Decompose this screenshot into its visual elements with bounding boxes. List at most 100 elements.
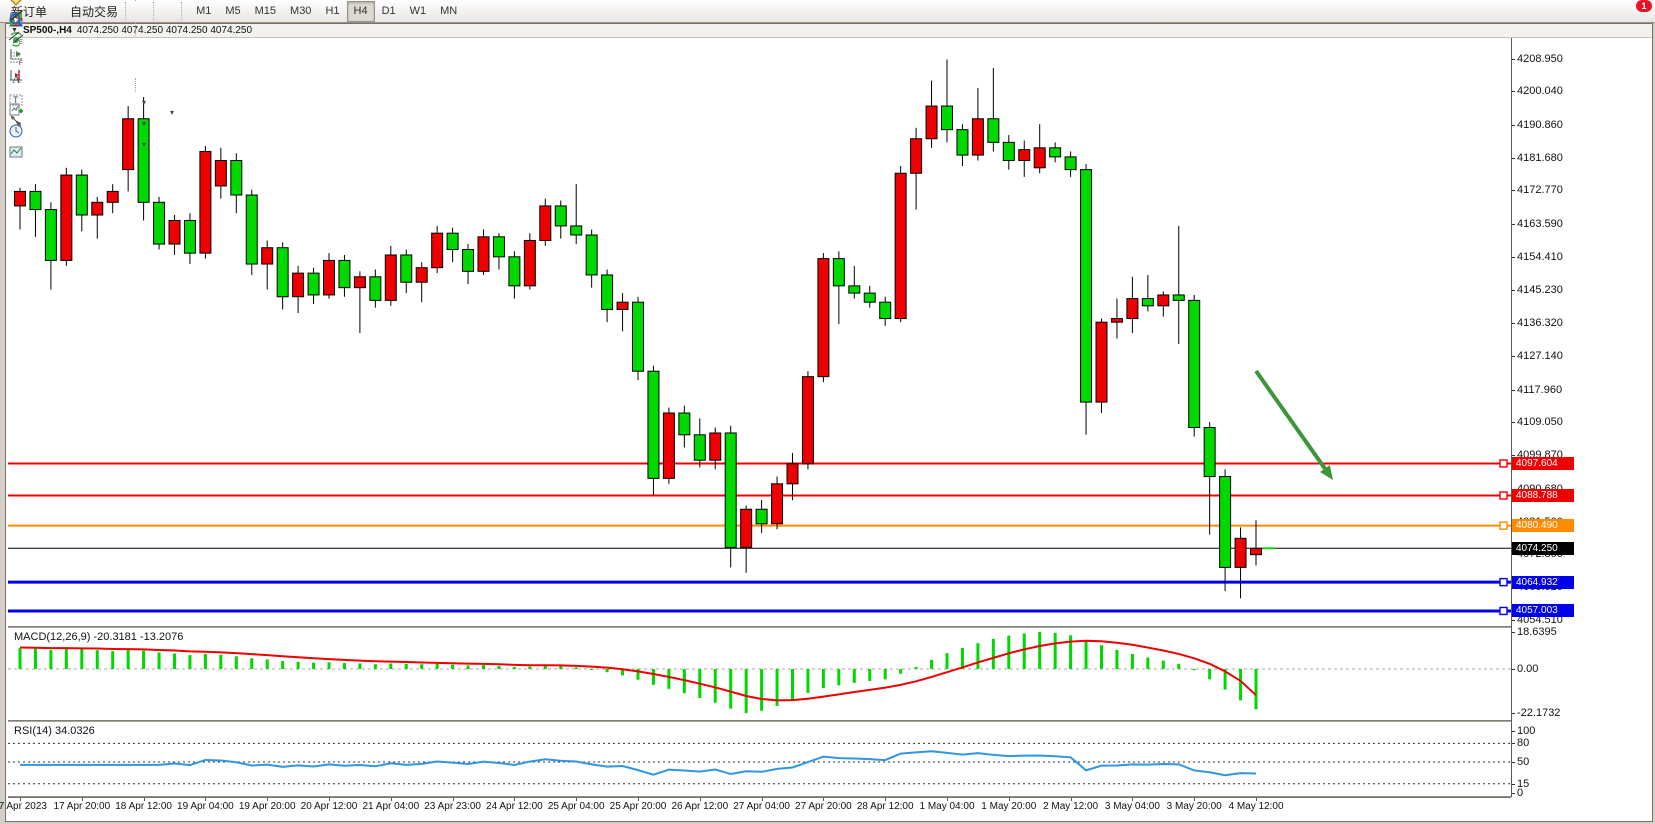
tile-windows-button[interactable] (10, 1, 151, 25)
time-axis-label: 23 Apr 23:00 (424, 801, 481, 812)
candle-body (987, 118, 1000, 143)
candle-body (693, 434, 706, 461)
candle-body (353, 276, 366, 289)
macd-histogram-bar (621, 669, 625, 676)
svg-text:F: F (19, 61, 23, 66)
candle-body (415, 267, 428, 283)
macd-histogram-bar (342, 663, 346, 669)
candle-body (29, 190, 42, 211)
candle-body (1033, 147, 1046, 169)
chart-titlebar[interactable]: ▼ SP500-,H4 4074.250 4074.250 4074.250 4… (6, 24, 1652, 38)
pane-divider[interactable] (8, 720, 1511, 722)
timeframe-d1-button[interactable]: D1 (381, 5, 396, 17)
macd-histogram-bar (1146, 657, 1150, 669)
period-button[interactable]: ▾ (9, 113, 151, 138)
time-axis[interactable]: 17 Apr 2023 17 Apr 20:00 18 Apr 12:00 19 Ap… (0, 797, 1511, 816)
fibonacci-button[interactable]: F (10, 39, 179, 66)
rsi-pane[interactable] (8, 722, 1511, 796)
time-tick (761, 798, 763, 801)
axis-tick (1511, 91, 1515, 93)
candle-body (477, 236, 490, 272)
candlestick-chart[interactable] (8, 38, 1511, 626)
candle-body (771, 483, 784, 525)
chart-shift-button[interactable] (10, 36, 151, 60)
candle-body (462, 249, 475, 272)
macd-histogram-bar (713, 669, 717, 703)
price-axis-label: 4127.140 (1517, 350, 1563, 363)
candle-body (1002, 141, 1015, 162)
macd-histogram-bar (1115, 649, 1119, 669)
time-tick (1132, 798, 1134, 801)
price-level-label: 4064.932 (1512, 575, 1574, 589)
time-axis-label: 19 Apr 04:00 (177, 801, 234, 812)
candle-body (1250, 547, 1262, 556)
timeframe-h1-button[interactable]: H1 (325, 5, 340, 17)
new-chart-button[interactable]: ▾ (9, 92, 151, 116)
axis-tick (1511, 322, 1515, 324)
candle-body (137, 118, 150, 203)
axis-tick (1511, 59, 1515, 60)
candle-body (276, 247, 289, 298)
price-axis-label: 18.6395 (1517, 626, 1557, 638)
objects-list-button[interactable]: ▾ (9, 134, 151, 158)
level-handle[interactable] (1499, 459, 1508, 468)
autotrading-button[interactable]: 自动交易 (9, 1, 123, 27)
axis-tick (1511, 620, 1515, 621)
price-axis-label: 15 (1517, 777, 1530, 790)
chart-autoscroll-button[interactable] (10, 57, 151, 81)
candle-body (153, 201, 166, 245)
text-label-button[interactable]: T (9, 81, 179, 105)
macd-signal-line (19, 639, 1257, 702)
price-axis-label: 4190.860 (1517, 118, 1563, 131)
macd-histogram-bar (435, 663, 439, 669)
timeframe-w1-button[interactable]: W1 (409, 5, 427, 17)
timeframe-m5-button[interactable]: M5 (225, 5, 241, 17)
time-tick (1194, 798, 1196, 801)
price-axis-line (1511, 38, 1512, 797)
equidistant-channel-button[interactable]: E (8, 18, 179, 45)
candle-body (400, 254, 413, 283)
macd-histogram-bar (806, 669, 810, 693)
candle-body (1080, 169, 1093, 403)
candle-body (601, 274, 614, 310)
down-arrow-annotation[interactable] (1254, 369, 1333, 480)
timeframe-h4-button[interactable]: H4 (346, 0, 375, 22)
price-axis-label: 80 (1517, 737, 1530, 750)
chart-window (5, 23, 1653, 822)
level-handle[interactable] (1499, 521, 1508, 530)
timeframe-m15-button[interactable]: M15 (254, 5, 277, 17)
candle-body (971, 118, 984, 156)
trend-line-button[interactable] (9, 0, 179, 22)
macd-histogram-bar (760, 669, 764, 711)
timeframe-m30-button[interactable]: M30 (290, 5, 312, 17)
macd-histogram-bar (482, 665, 485, 669)
time-axis-label: 3 May 04:00 (1104, 801, 1160, 812)
macd-histogram-bar (1161, 660, 1165, 669)
candle-body (369, 276, 382, 301)
level-handle[interactable] (1499, 491, 1508, 500)
market-watch-button[interactable] (10, 0, 62, 6)
axis-tick (1511, 743, 1515, 745)
candle-body (1141, 298, 1154, 307)
macd-histogram-bar (821, 669, 825, 689)
macd-histogram-bar (265, 659, 269, 669)
macd-histogram-bar (543, 665, 547, 669)
text-button[interactable]: A (12, 60, 179, 86)
pane-divider[interactable] (8, 626, 1511, 628)
toolbar-separator (153, 2, 159, 20)
candle-body (724, 432, 737, 548)
navigator-button[interactable] (8, 1, 62, 27)
candle-body (1110, 318, 1123, 323)
timeframe-m1-button[interactable]: M1 (196, 5, 212, 17)
svg-text:T: T (13, 95, 19, 105)
arrows-button[interactable]: ▾ (10, 102, 179, 126)
candle-body (245, 194, 258, 265)
level-handle[interactable] (1499, 606, 1508, 616)
time-axis-label: 2 May 12:00 (1043, 801, 1099, 812)
macd-pane[interactable] (8, 628, 1511, 720)
macd-histogram-bar (1208, 669, 1212, 680)
time-tick (267, 798, 269, 801)
level-handle[interactable] (1499, 577, 1508, 587)
timeframe-mn-button[interactable]: MN (440, 5, 458, 17)
signals-button[interactable] (10, 22, 62, 47)
